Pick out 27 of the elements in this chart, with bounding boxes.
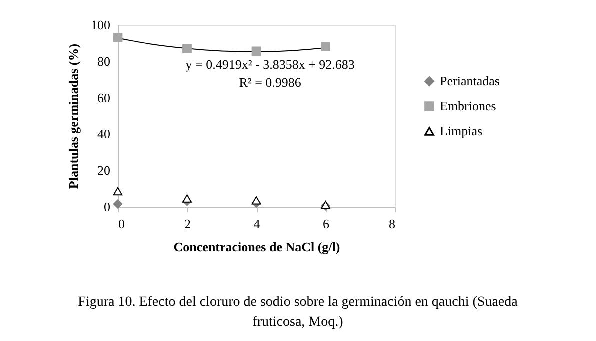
y-tick-label: 0 (104, 200, 110, 214)
y-tick-label: 80 (98, 54, 110, 69)
annotation: R² = 0.9986 (239, 75, 302, 90)
x-axis-title: Concentraciones de NaCl (g/l) (174, 240, 340, 254)
y-tick-label: 60 (98, 90, 110, 106)
y-tick-label: 40 (98, 126, 110, 142)
x-tick-label: 4 (254, 216, 261, 232)
legend-label: Embriones (440, 98, 496, 114)
x-tick-label: 6 (323, 216, 330, 232)
legend-label: Periantadas (440, 74, 500, 88)
y-tick-label: 100 (91, 18, 110, 32)
point (321, 42, 330, 52)
annotation: y = 0.4919x² - 3.8358x + 92.683 (186, 57, 355, 72)
x-tick-label: 8 (389, 216, 396, 232)
y-tick-label: 20 (98, 163, 110, 178)
legend-label: Limpias (440, 124, 483, 138)
point (113, 187, 123, 196)
point (182, 44, 192, 54)
x-tick-label: 2 (184, 216, 191, 232)
point (252, 46, 262, 56)
point (252, 196, 262, 205)
text: Figura 10. Efecto del cloruro de sodio sobre la germinación en qauchi (Suaeda fruticosa, Moq.) (78, 295, 519, 330)
point (182, 194, 192, 203)
point (113, 33, 123, 42)
y-axis-title: Plantulas germinadas (%) (66, 44, 81, 190)
point (113, 200, 123, 209)
x-tick-label: 0 (118, 216, 125, 232)
